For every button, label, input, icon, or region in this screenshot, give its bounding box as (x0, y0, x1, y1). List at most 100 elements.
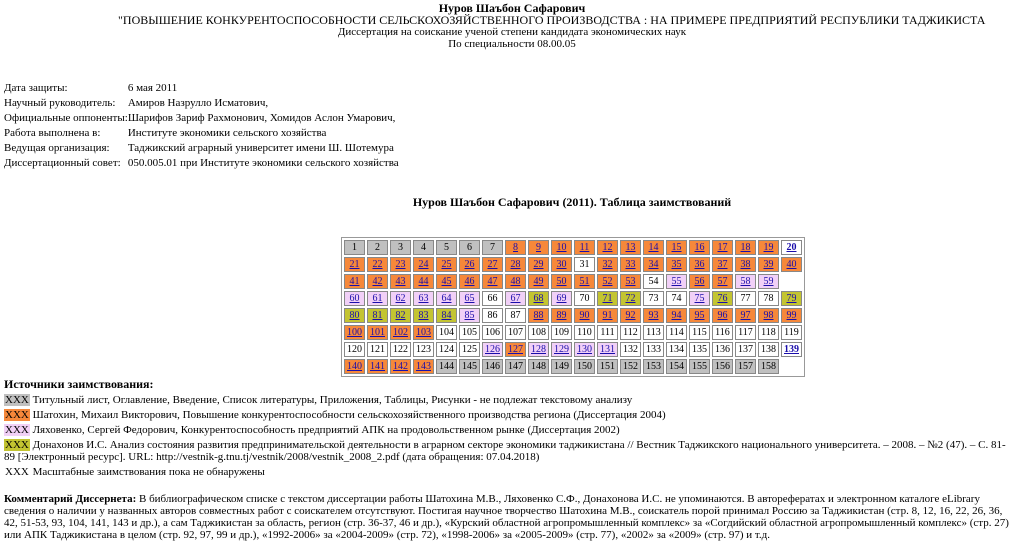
page-link[interactable]: 127 (508, 344, 523, 355)
page-link[interactable]: 24 (418, 259, 429, 270)
page-link[interactable]: 88 (533, 310, 544, 321)
page-link[interactable]: 59 (763, 276, 774, 287)
page-link[interactable]: 55 (671, 276, 682, 287)
page-link[interactable]: 65 (464, 293, 475, 304)
page-cell: 99 (781, 308, 802, 323)
page-link[interactable]: 139 (784, 344, 799, 355)
page-link[interactable]: 36 (694, 259, 705, 270)
page-link[interactable]: 95 (694, 310, 705, 321)
page-link[interactable]: 80 (349, 310, 360, 321)
page-link[interactable]: 75 (694, 293, 705, 304)
page-link[interactable]: 126 (485, 344, 500, 355)
page-link[interactable]: 42 (372, 276, 383, 287)
page-link[interactable]: 94 (671, 310, 682, 321)
page-link[interactable]: 38 (740, 259, 751, 270)
page-link[interactable]: 20 (786, 242, 797, 253)
page-link[interactable]: 23 (395, 259, 406, 270)
page-link[interactable]: 19 (763, 242, 774, 253)
page-link[interactable]: 68 (533, 293, 544, 304)
page-link[interactable]: 45 (441, 276, 452, 287)
page-link[interactable]: 130 (577, 344, 592, 355)
page-link[interactable]: 61 (372, 293, 383, 304)
page-link[interactable]: 51 (579, 276, 590, 287)
page-link[interactable]: 128 (531, 344, 546, 355)
page-link[interactable]: 69 (556, 293, 567, 304)
page-cell: 113 (643, 325, 664, 340)
page-link[interactable]: 143 (416, 361, 431, 372)
page-link[interactable]: 37 (717, 259, 728, 270)
page-link[interactable]: 8 (513, 242, 518, 253)
page-link[interactable]: 79 (786, 293, 797, 304)
page-link[interactable]: 64 (441, 293, 452, 304)
page-link[interactable]: 85 (464, 310, 475, 321)
page-link[interactable]: 63 (418, 293, 429, 304)
page-link[interactable]: 129 (554, 344, 569, 355)
page-link[interactable]: 12 (602, 242, 613, 253)
page-number: 114 (669, 327, 684, 338)
page-link[interactable]: 89 (556, 310, 567, 321)
page-link[interactable]: 71 (602, 293, 613, 304)
page-link[interactable]: 82 (395, 310, 406, 321)
page-link[interactable]: 13 (625, 242, 636, 253)
page-link[interactable]: 56 (694, 276, 705, 287)
page-link[interactable]: 10 (556, 242, 567, 253)
page-link[interactable]: 35 (671, 259, 682, 270)
page-link[interactable]: 48 (510, 276, 521, 287)
page-link[interactable]: 14 (648, 242, 659, 253)
page-link[interactable]: 58 (740, 276, 751, 287)
page-link[interactable]: 47 (487, 276, 498, 287)
page-link[interactable]: 141 (370, 361, 385, 372)
page-link[interactable]: 100 (347, 327, 362, 338)
page-link[interactable]: 29 (533, 259, 544, 270)
page-link[interactable]: 76 (717, 293, 728, 304)
page-link[interactable]: 102 (393, 327, 408, 338)
page-link[interactable]: 43 (395, 276, 406, 287)
page-link[interactable]: 16 (694, 242, 705, 253)
page-link[interactable]: 44 (418, 276, 429, 287)
page-link[interactable]: 91 (602, 310, 613, 321)
page-link[interactable]: 93 (648, 310, 659, 321)
page-link[interactable]: 50 (556, 276, 567, 287)
page-link[interactable]: 49 (533, 276, 544, 287)
page-link[interactable]: 46 (464, 276, 475, 287)
page-link[interactable]: 140 (347, 361, 362, 372)
page-link[interactable]: 142 (393, 361, 408, 372)
page-link[interactable]: 27 (487, 259, 498, 270)
page-link[interactable]: 57 (717, 276, 728, 287)
page-link[interactable]: 131 (600, 344, 615, 355)
page-link[interactable]: 83 (418, 310, 429, 321)
page-link[interactable]: 25 (441, 259, 452, 270)
page-link[interactable]: 30 (556, 259, 567, 270)
page-link[interactable]: 62 (395, 293, 406, 304)
page-link[interactable]: 103 (416, 327, 431, 338)
page-link[interactable]: 41 (349, 276, 360, 287)
page-link[interactable]: 21 (349, 259, 360, 270)
page-link[interactable]: 18 (740, 242, 751, 253)
page-link[interactable]: 60 (349, 293, 360, 304)
page-link[interactable]: 98 (763, 310, 774, 321)
page-link[interactable]: 97 (740, 310, 751, 321)
page-link[interactable]: 11 (579, 242, 590, 253)
page-link[interactable]: 101 (370, 327, 385, 338)
page-link[interactable]: 39 (763, 259, 774, 270)
page-link[interactable]: 26 (464, 259, 475, 270)
page-link[interactable]: 52 (602, 276, 613, 287)
page-link[interactable]: 72 (625, 293, 636, 304)
page-link[interactable]: 67 (510, 293, 521, 304)
page-link[interactable]: 81 (372, 310, 383, 321)
page-link[interactable]: 92 (625, 310, 636, 321)
page-link[interactable]: 90 (579, 310, 590, 321)
page-link[interactable]: 34 (648, 259, 659, 270)
page-link[interactable]: 99 (786, 310, 797, 321)
page-link[interactable]: 22 (372, 259, 383, 270)
page-link[interactable]: 17 (717, 242, 728, 253)
page-link[interactable]: 84 (441, 310, 452, 321)
page-link[interactable]: 40 (786, 259, 797, 270)
page-link[interactable]: 28 (510, 259, 521, 270)
page-link[interactable]: 33 (625, 259, 636, 270)
page-link[interactable]: 15 (671, 242, 682, 253)
page-link[interactable]: 53 (625, 276, 636, 287)
page-link[interactable]: 96 (717, 310, 728, 321)
page-link[interactable]: 32 (602, 259, 613, 270)
page-link[interactable]: 9 (536, 242, 541, 253)
